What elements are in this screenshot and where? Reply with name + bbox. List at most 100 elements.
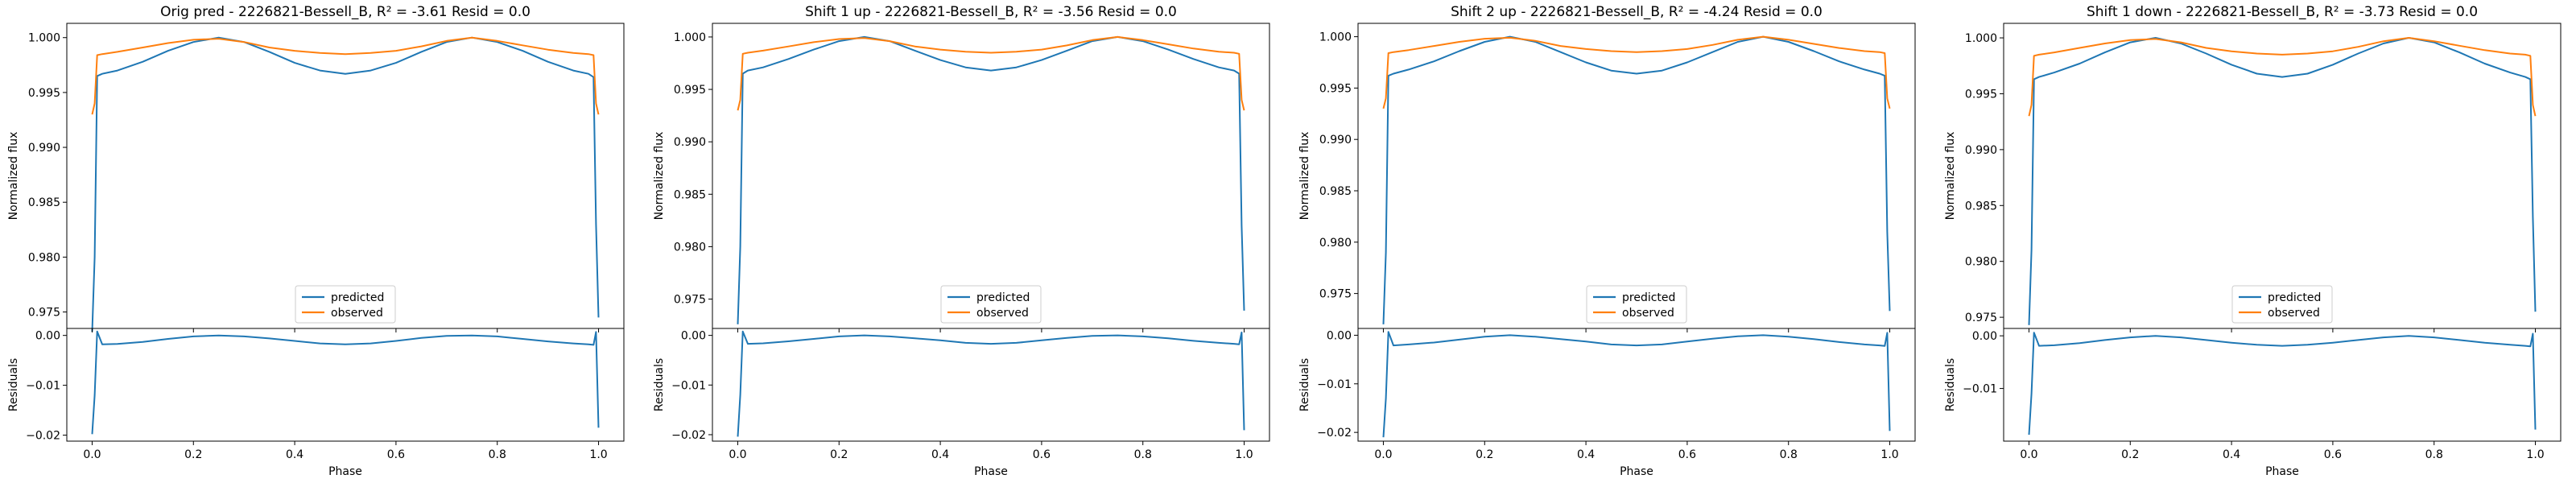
series-line-residuals: [1382, 331, 1891, 438]
residuals-axes: −0.02 −0.01 0.00 0.0 0.2 0.4 0.6 0.8 1.0 Residual…: [653, 328, 1270, 478]
series-line-observed: [2028, 37, 2537, 117]
legend-label-observed: observed: [331, 307, 383, 320]
main-axes-frame: [2003, 23, 2562, 329]
main-axes: 0.975 0.980 0.985 0.990 0.995 1.000 Normalized…: [1944, 23, 2562, 332]
series-line-residuals: [91, 330, 600, 435]
y-tick-label: 0.975: [28, 307, 60, 320]
y-tick-label: 0.995: [1965, 88, 1997, 101]
x-tick-label: 0.6: [1033, 448, 1051, 461]
x-tick-label: 0.6: [1678, 448, 1696, 461]
legend-label-observed: observed: [1622, 307, 1674, 320]
x-axis-label: Phase: [1620, 465, 1653, 478]
y-tick-label: 0.985: [1965, 200, 1997, 213]
chart-title: Shift 1 up - 2226821-Bessell_B, R² = -3.…: [805, 4, 1177, 20]
series-line-residuals: [2028, 332, 2537, 436]
chart-panel-1: Orig pred - 2226821-Bessell_B, R² = -3.6…: [7, 4, 625, 478]
legend: predicted observed: [1586, 285, 1687, 324]
x-tick-label: 0.4: [931, 448, 949, 461]
y-tick-label: 0.00: [681, 330, 706, 343]
x-tick-label: 1.0: [589, 448, 607, 461]
y-tick-label: −0.01: [1963, 383, 1997, 396]
legend: predicted observed: [295, 285, 396, 324]
x-tick-label: 0.8: [2425, 448, 2443, 461]
chart-title: Shift 2 up - 2226821-Bessell_B, R² = -4.…: [1451, 4, 1823, 20]
x-tick-label: 0.8: [1134, 448, 1152, 461]
y-tick-label: −0.01: [671, 379, 706, 392]
y-tick-label: 0.985: [1319, 185, 1352, 198]
y-tick-label: 0.975: [674, 294, 706, 307]
series-line-predicted: [737, 35, 1245, 324]
legend-box: [1586, 285, 1687, 324]
x-axis-label: Phase: [328, 465, 362, 478]
residuals-axes: −0.01 0.00 0.0 0.2 0.4 0.6 0.8 1.0 Residuals Phas…: [1944, 328, 2562, 478]
main-axes: 0.975 0.980 0.985 0.990 0.995 1.000 Normalized…: [653, 23, 1270, 332]
y-tick-label: 0.995: [674, 84, 706, 97]
main-axes: 0.975 0.980 0.985 0.990 0.995 1.000 Normalized…: [7, 23, 625, 332]
residuals-axes-frame: [1357, 328, 1916, 442]
main-axes-frame: [1357, 23, 1916, 329]
y-tick-label: 0.990: [674, 136, 706, 149]
x-tick-label: 0.8: [1780, 448, 1798, 461]
y-axis-label: Normalized flux: [653, 132, 666, 221]
x-axis-label: Phase: [2265, 465, 2299, 478]
y-axis-label: Normalized flux: [1944, 132, 1957, 221]
chart-panel-3: Shift 2 up - 2226821-Bessell_B, R² = -4.…: [1298, 4, 1916, 478]
residuals-axes: −0.02 −0.01 0.00 0.0 0.2 0.4 0.6 0.8 1.0 Residual…: [7, 328, 625, 478]
x-tick-label: 0.4: [1577, 448, 1595, 461]
y-tick-label: 1.000: [1319, 31, 1352, 44]
series-line-predicted: [2028, 37, 2537, 325]
x-tick-label: 0.0: [2020, 448, 2037, 461]
x-tick-label: 0.2: [1476, 448, 1493, 461]
y-axis-label-residuals: Residuals: [1944, 358, 1957, 411]
x-tick-label: 1.0: [1880, 448, 1898, 461]
x-tick-label: 0.8: [489, 448, 506, 461]
y-tick-label: −0.01: [26, 380, 60, 393]
legend-label-predicted: predicted: [2268, 291, 2321, 304]
x-tick-label: 0.2: [184, 448, 202, 461]
legend-label-predicted: predicted: [976, 291, 1030, 304]
y-tick-label: 0.00: [1327, 329, 1352, 342]
chart-panel-2: Shift 1 up - 2226821-Bessell_B, R² = -3.…: [653, 4, 1270, 478]
series-line-observed: [737, 35, 1245, 111]
x-tick-label: 0.0: [83, 448, 101, 461]
x-tick-label: 0.0: [1374, 448, 1392, 461]
residuals-axes-frame: [2003, 328, 2562, 442]
legend-box: [295, 285, 396, 324]
chart-title: Orig pred - 2226821-Bessell_B, R² = -3.6…: [160, 4, 530, 20]
series-line-predicted: [91, 36, 600, 332]
x-tick-label: 0.0: [729, 448, 746, 461]
chart-panel-4: Shift 1 down - 2226821-Bessell_B, R² = -…: [1944, 4, 2562, 478]
residuals-axes-frame: [66, 328, 625, 442]
chart-title: Shift 1 down - 2226821-Bessell_B, R² = -…: [2087, 4, 2478, 20]
y-tick-label: 0.975: [1965, 312, 1997, 324]
series-line-observed: [91, 36, 600, 115]
legend-label-observed: observed: [976, 307, 1029, 320]
y-tick-label: 0.990: [1965, 144, 1997, 157]
y-tick-label: 1.000: [674, 31, 706, 44]
y-tick-label: 1.000: [28, 32, 60, 45]
legend-label-predicted: predicted: [331, 291, 384, 304]
y-tick-label: 0.975: [1319, 288, 1352, 301]
series-line-residuals: [737, 330, 1245, 437]
y-tick-label: 0.995: [1319, 82, 1352, 95]
x-tick-label: 0.2: [2121, 448, 2139, 461]
y-tick-label: 0.00: [35, 330, 60, 343]
legend-box: [2231, 285, 2333, 324]
residuals-axes-frame: [712, 328, 1270, 442]
y-tick-label: 0.980: [1319, 237, 1352, 250]
y-axis-label-residuals: Residuals: [7, 358, 20, 411]
y-tick-label: 0.00: [1972, 330, 1997, 343]
x-tick-label: 1.0: [2526, 448, 2544, 461]
y-axis-label: Normalized flux: [1298, 132, 1311, 221]
y-tick-label: 0.980: [28, 251, 60, 264]
x-axis-label: Phase: [974, 465, 1008, 478]
residuals-axes: −0.02 −0.01 0.00 0.0 0.2 0.4 0.6 0.8 1.0 Residual…: [1298, 328, 1916, 478]
x-tick-label: 1.0: [1235, 448, 1253, 461]
y-tick-label: 0.980: [1965, 256, 1997, 269]
y-tick-label: 0.995: [28, 87, 60, 100]
legend-box: [940, 285, 1042, 324]
y-tick-label: 0.985: [28, 196, 60, 209]
series-line-observed: [1382, 35, 1891, 109]
y-axis-label: Normalized flux: [7, 132, 20, 221]
